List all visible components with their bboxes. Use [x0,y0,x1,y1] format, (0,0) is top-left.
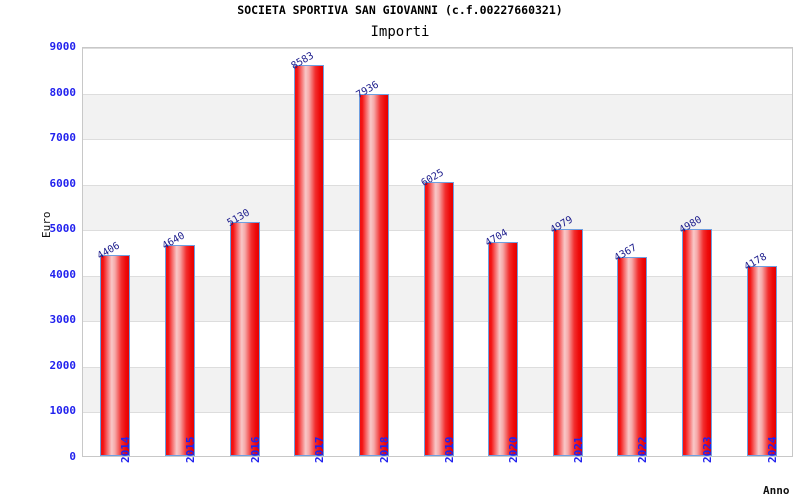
x-axis-tick-label: 2015 [183,436,197,464]
bar[interactable] [617,257,648,456]
chart-subtitle: Importi [370,24,430,40]
gridline [83,139,792,141]
y-axis-tick-labels: 9000 8000 7000 6000 5000 4000 3000 2000 1000 0 [0,40,77,463]
plot-band [83,93,792,140]
y-axis-tick-label: 1000 [49,404,77,418]
gridline [83,48,792,49]
bar[interactable] [488,241,519,456]
x-axis-tick-label: 2018 [377,436,391,464]
bar[interactable] [294,65,325,456]
y-axis-tick-label: 6000 [49,176,77,190]
x-axis-tick-label: 2024 [765,436,779,464]
y-axis-tick-label: 9000 [49,40,77,53]
x-axis-tick-label: 2022 [636,436,650,464]
x-axis-tick-label: 2014 [119,436,133,464]
x-axis-tick-label: 2020 [507,436,521,464]
x-axis-title: Anno [763,484,790,497]
bar[interactable] [682,229,713,456]
bar[interactable] [423,181,454,456]
bar[interactable] [164,244,195,456]
y-axis-tick-label: 3000 [49,313,77,327]
y-axis-tick-label: 7000 [49,131,77,145]
plot-area: 4406 4640 5130 8583 7936 6025 4704 4979 4367 4980… [82,47,793,457]
x-axis-tick-label: 2023 [701,436,715,464]
y-axis-tick-label: 8000 [49,85,77,99]
x-axis-tick-label: 2019 [442,436,456,464]
y-axis-tick-label: 2000 [49,358,77,372]
bar[interactable] [746,265,777,456]
chart-title: SOCIETA SPORTIVA SAN GIOVANNI (c.f.00227… [237,3,563,17]
x-axis-tick-label: 2021 [571,436,585,464]
y-axis-tick-label: 0 [69,450,76,463]
bar[interactable] [100,255,131,456]
gridline [83,93,792,95]
x-axis-tick-label: 2016 [248,436,262,464]
y-axis-tick-label: 5000 [49,222,77,236]
y-axis-title: Euro [40,211,53,239]
x-axis-tick-label: 2017 [313,436,327,464]
bar[interactable] [229,222,260,456]
bar[interactable] [552,229,583,456]
y-axis-tick-label: 4000 [49,267,77,281]
bar[interactable] [358,94,389,456]
